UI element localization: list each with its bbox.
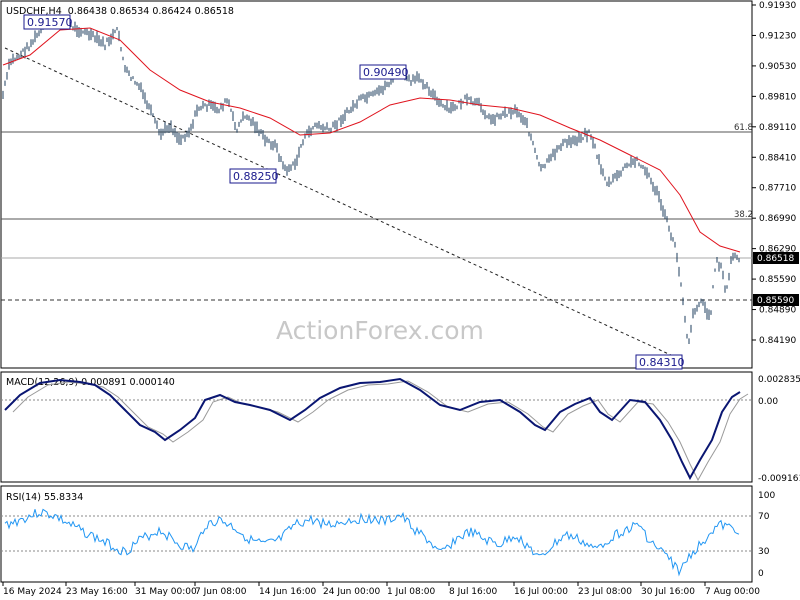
annotation-high-2: 0.90490 xyxy=(359,64,409,80)
annotation-high-1: 0.91570 xyxy=(23,14,73,30)
macd-axis-label-zero: 0.00 xyxy=(758,397,778,407)
fib-38-2-label: 38.2 xyxy=(734,210,753,220)
time-axis-label: 7 Aug 00:00 xyxy=(705,587,760,597)
macd-main-line xyxy=(4,377,741,481)
time-axis-label: 30 Jul 16:00 xyxy=(641,587,695,597)
support-badge: 0.85590 xyxy=(753,294,799,306)
rsi-panel-frame xyxy=(0,485,753,583)
svg-text:0.91570: 0.91570 xyxy=(27,16,73,29)
price-axis-label: 0.89810 xyxy=(759,92,796,102)
price-panel-frame xyxy=(0,0,753,369)
svg-text:0.84310: 0.84310 xyxy=(639,356,685,369)
price-axis-label: 0.90530 xyxy=(759,62,796,72)
svg-text:0.85590: 0.85590 xyxy=(757,296,794,306)
fib-61-8-label: 61.8 xyxy=(734,123,753,133)
time-axis-label: 23 Jul 08:00 xyxy=(578,587,632,597)
rsi-axis-label-0: 0 xyxy=(758,569,764,579)
time-axis-label: 8 Jul 16:00 xyxy=(449,587,498,597)
time-axis-label: 16 May 2024 xyxy=(3,587,62,597)
macd-axis-label-top: 0.002835 xyxy=(758,375,800,385)
svg-text:0.90490: 0.90490 xyxy=(363,66,409,79)
price-axis-label: 0.84190 xyxy=(759,336,796,346)
price-axis-label: 0.91930 xyxy=(759,1,796,11)
rsi-axis-label-100: 100 xyxy=(758,491,775,501)
price-axis-label: 0.91230 xyxy=(759,31,796,41)
moving-average-line xyxy=(2,27,741,253)
macd-header: MACD(12,26,9) 0.000891 0.000140 xyxy=(6,377,175,388)
price-axis-label: 0.86290 xyxy=(759,245,796,255)
svg-text:0.86518: 0.86518 xyxy=(757,254,794,264)
price-axis-label: 0.85590 xyxy=(759,275,796,285)
price-header: USDCHF,H4 0.86438 0.86534 0.86424 0.86518 xyxy=(6,6,234,17)
watermark: ActionForex.com xyxy=(276,316,484,345)
rsi-line xyxy=(4,508,740,577)
time-axis-label: 31 May 00:00 xyxy=(135,587,197,597)
current-price-badge: 0.86518 xyxy=(753,252,799,264)
time-axis-label: 14 Jun 16:00 xyxy=(259,587,316,597)
annotation-low-1: 0.88250 xyxy=(229,168,279,184)
annotation-low-2: 0.84310 xyxy=(635,354,685,370)
price-series xyxy=(2,14,740,345)
time-axis-label: 7 Jun 08:00 xyxy=(195,587,247,597)
macd-axis-label-bottom: -0.009161 xyxy=(758,474,800,484)
rsi-axis-label-30: 30 xyxy=(758,547,770,557)
svg-text:0.88250: 0.88250 xyxy=(233,170,279,183)
rsi-axis-label-70: 70 xyxy=(758,512,770,522)
macd-signal-line xyxy=(12,380,749,482)
trend-line xyxy=(4,47,687,363)
time-axis-label: 24 Jun 00:00 xyxy=(323,587,380,597)
price-axis-label: 0.88410 xyxy=(759,153,796,163)
price-axis-label: 0.89110 xyxy=(759,123,796,133)
time-axis-label: 1 Jul 08:00 xyxy=(387,587,436,597)
price-axis-label: 0.87710 xyxy=(759,184,796,194)
time-axis-label: 23 May 16:00 xyxy=(66,587,128,597)
price-axis: 0.91930 0.91230 0.90530 0.89810 0.89110 0.884… xyxy=(752,1,796,346)
macd-panel-frame xyxy=(0,371,753,483)
time-axis-label: 16 Jul 00:00 xyxy=(514,587,568,597)
time-axis: 16 May 2024 23 May 16:00 31 May 00:007 Jun… xyxy=(2,582,760,597)
price-axis-label: 0.84890 xyxy=(759,306,796,316)
price-axis-label: 0.86990 xyxy=(759,214,796,224)
rsi-header: RSI(14) 55.8334 xyxy=(6,492,83,503)
